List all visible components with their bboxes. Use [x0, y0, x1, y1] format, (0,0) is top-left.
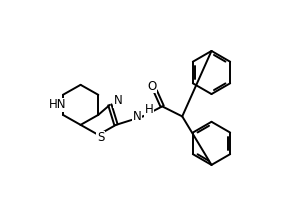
- Text: O: O: [148, 80, 157, 93]
- Text: S: S: [97, 131, 104, 144]
- Text: HN: HN: [49, 98, 67, 111]
- Text: H: H: [145, 103, 153, 116]
- Text: N: N: [114, 95, 122, 108]
- Text: N: N: [133, 110, 141, 123]
